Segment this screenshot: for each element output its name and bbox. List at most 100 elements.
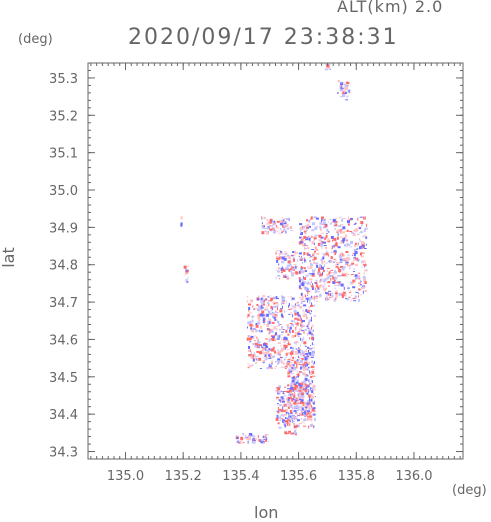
echo-cell	[283, 251, 287, 253]
echo-cell	[290, 362, 292, 366]
echo-cell	[292, 366, 295, 368]
echo-cell	[257, 338, 259, 342]
echo-cell	[319, 264, 322, 267]
echo-cell	[324, 288, 327, 292]
echo-cell	[294, 400, 297, 403]
echo-cell	[298, 347, 300, 349]
echo-cell	[344, 90, 346, 94]
echo-cell	[314, 250, 316, 253]
echo-cell	[305, 389, 309, 392]
echo-cell	[256, 329, 258, 331]
echo-cell	[313, 298, 315, 300]
echo-cell	[352, 286, 356, 289]
echo-cell	[294, 397, 297, 400]
y-tick-label: 34.4	[49, 408, 78, 423]
echo-cell	[313, 238, 315, 241]
echo-cell	[293, 368, 297, 371]
echo-cell	[347, 289, 349, 291]
echo-cell	[282, 317, 284, 319]
echo-cell	[277, 406, 279, 410]
echo-cell	[300, 381, 302, 384]
echo-cell	[277, 321, 280, 323]
echo-cell	[275, 396, 279, 400]
echo-cell	[340, 283, 344, 287]
echo-cell	[296, 374, 299, 376]
echo-cell	[294, 429, 297, 433]
echo-cell	[298, 277, 301, 280]
echo-cell	[344, 244, 346, 247]
echo-cell	[307, 385, 310, 388]
echo-cell	[269, 363, 272, 366]
echo-cell	[297, 424, 300, 428]
echo-cell	[334, 252, 336, 255]
echo-cell	[357, 260, 359, 262]
echo-cell	[281, 360, 284, 364]
echo-cell	[265, 346, 269, 348]
echo-cell	[281, 261, 285, 264]
echo-cell	[289, 410, 292, 413]
echo-cell	[305, 237, 309, 241]
echo-cell	[291, 359, 295, 361]
echo-cell	[313, 304, 316, 307]
echo-cell	[330, 236, 334, 239]
echo-cell	[310, 263, 313, 266]
echo-cell	[301, 270, 304, 274]
echo-cell	[283, 421, 287, 425]
echo-cell	[252, 328, 256, 330]
echo-cell	[287, 359, 291, 361]
echo-cell	[257, 321, 261, 325]
echo-cell	[363, 248, 367, 249]
echo-cell	[331, 246, 332, 250]
echo-cell	[260, 305, 263, 308]
echo-cell	[328, 230, 330, 233]
echo-cell	[311, 273, 315, 277]
echo-cell	[292, 407, 294, 410]
echo-cell	[301, 421, 304, 423]
echo-cell	[296, 323, 297, 327]
echo-cell	[285, 400, 288, 402]
echo-cell	[298, 328, 302, 331]
echo-cell	[364, 290, 367, 292]
echo-cell	[291, 382, 292, 385]
echo-cell	[341, 295, 344, 299]
echo-cell	[342, 82, 346, 84]
echo-cell	[300, 350, 303, 352]
echo-cell	[287, 371, 291, 375]
echo-cell	[326, 228, 329, 232]
echo-cell	[327, 238, 330, 242]
echo-cell	[292, 410, 296, 413]
echo-cell	[293, 375, 296, 378]
echo-cell	[246, 316, 248, 319]
echo-cell	[330, 277, 332, 281]
echo-cell	[268, 318, 272, 322]
echo-cell	[279, 254, 281, 258]
echo-cell	[345, 297, 347, 299]
echo-cell	[283, 257, 287, 261]
echo-cell	[333, 299, 335, 302]
echo-cell	[347, 223, 350, 226]
echo-cell	[298, 335, 300, 337]
echo-cell	[317, 242, 321, 246]
echo-cell	[305, 287, 309, 291]
echo-cell	[293, 254, 296, 257]
echo-cell	[284, 426, 286, 428]
echo-cell	[279, 416, 282, 420]
echo-cell	[305, 409, 307, 411]
echo-cell	[285, 417, 289, 419]
echo-cell	[357, 217, 359, 221]
echo-cell	[278, 253, 281, 255]
echo-cell	[349, 267, 351, 269]
echo-cell	[295, 326, 297, 330]
echo-cell	[296, 311, 299, 315]
echo-cell	[309, 262, 312, 264]
echo-cell	[291, 418, 293, 419]
echo-cell	[275, 387, 278, 389]
echo-cell	[297, 396, 300, 399]
echo-cell	[290, 332, 291, 334]
echo-cell	[262, 307, 264, 309]
echo-cell	[311, 360, 314, 364]
echo-cell	[338, 269, 342, 272]
echo-cell	[280, 409, 284, 413]
echo-cell	[299, 279, 301, 283]
echo-cell	[311, 249, 315, 250]
